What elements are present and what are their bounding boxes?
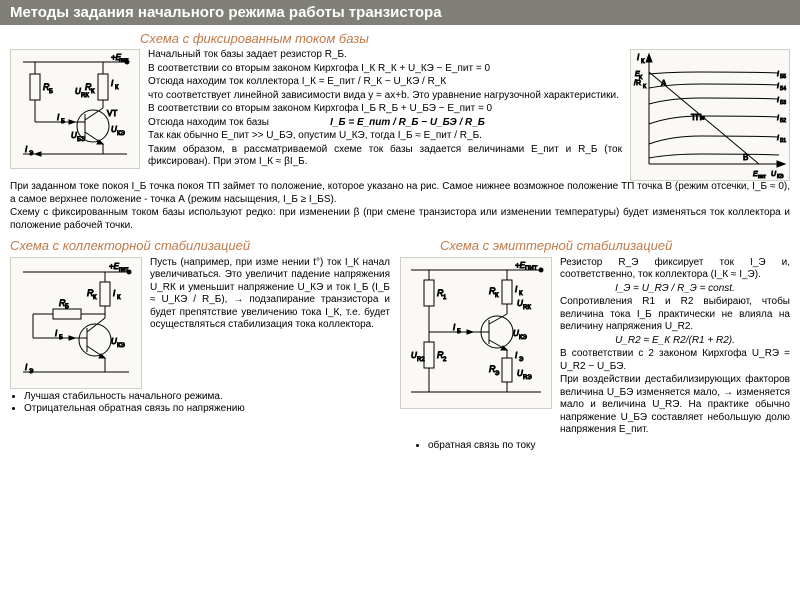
s3-p4: При воздействии дестабилизирующих фактор…	[560, 374, 790, 437]
svg-text:I: I	[777, 115, 779, 122]
s1-p8: Таким образом, в рассматриваемой схеме т…	[148, 144, 622, 169]
circuit-fixed-base: +Eпит RБ RК IК URК	[10, 49, 140, 169]
s1-after2: Схему с фиксированным током базы использ…	[10, 207, 790, 232]
svg-text:К: К	[641, 59, 645, 65]
s3-p3: В соответствии с 2 законом Кирхгофа U_RЭ…	[560, 348, 790, 373]
section1-text: Начальный ток базы задает резистор R_Б. …	[148, 49, 622, 181]
s3-eq1: I_Э = U_RЭ / R_Э = const.	[560, 283, 790, 296]
svg-text:A: A	[661, 79, 667, 88]
svg-text:Б5: Б5	[780, 74, 786, 80]
content: Схема с фиксированным током базы +Eпит R…	[0, 25, 800, 452]
svg-text:пит: пит	[119, 58, 129, 64]
section2-heading: Схема с коллекторной стабилизацией	[10, 238, 390, 254]
s3-eq2: U_R2 = E_К R2/(R1 + R2).	[560, 335, 790, 348]
svg-text:Б: Б	[65, 304, 69, 310]
page-title: Методы задания начального режима работы …	[0, 0, 800, 25]
svg-text:К: К	[115, 85, 119, 91]
svg-text:RК: RК	[81, 93, 89, 99]
svg-text:RК: RК	[523, 305, 531, 311]
svg-text:Б: Б	[59, 335, 63, 341]
section3-bullets: обратная связь по току	[428, 440, 790, 453]
s3-p2: Сопротивления R1 и R2 выбирают, чтобы ве…	[560, 296, 790, 334]
svg-text:Б: Б	[457, 329, 461, 335]
svg-text:/R: /R	[634, 80, 641, 87]
s1-p1: Начальный ток базы задает резистор R_Б.	[148, 49, 622, 62]
lower-columns: Схема с коллекторной стабилизацией +Eпит…	[10, 234, 790, 452]
s3-b1: обратная связь по току	[428, 440, 790, 453]
section1-heading: Схема с фиксированным током базы	[140, 31, 790, 47]
s1-p4: что соответствует линейной зависимости в…	[148, 90, 622, 103]
svg-text:Э: Э	[495, 371, 500, 377]
svg-text:R2: R2	[417, 357, 425, 363]
svg-text:КЭ: КЭ	[777, 174, 784, 180]
svg-text:КЭ: КЭ	[117, 343, 125, 349]
load-line-graph: IК EK/RK A ТП B Eпит UКЭ IБ5 IБ4 IБ3	[630, 49, 790, 181]
section2-bullets: Лучшая стабильность начального режима. О…	[24, 391, 390, 416]
svg-text:К: К	[117, 295, 121, 301]
svg-text:К: К	[91, 89, 95, 95]
svg-text:пит: пит	[119, 267, 129, 273]
svg-text:ПИТ: ПИТ	[525, 266, 538, 272]
svg-text:К: К	[519, 291, 523, 297]
svg-text:Б: Б	[61, 119, 65, 125]
svg-text:Э: Э	[29, 151, 34, 157]
svg-text:I: I	[777, 135, 779, 142]
svg-text:VT: VT	[107, 109, 117, 118]
section1-row: +Eпит RБ RК IК URК	[10, 49, 790, 181]
svg-text:КЭ: КЭ	[117, 131, 125, 137]
svg-text:B: B	[743, 153, 748, 162]
svg-text:К: К	[495, 293, 499, 299]
circuit-collector-stab: +Eпит RК IК RБ	[10, 257, 142, 389]
s2-body: Пусть (например, при изме нении t°) ток …	[150, 257, 390, 332]
svg-text:Б1: Б1	[780, 138, 786, 144]
s1-p6: Отсюда находим ток базы I_Б = E_пит / R_…	[148, 117, 622, 130]
s1-p5: В соответствии со вторым законом Кирхгоф…	[148, 103, 622, 116]
s1-p7: Так как обычно E_пит >> U_БЭ, опустим U_…	[148, 130, 622, 143]
svg-text:БЭ: БЭ	[77, 137, 86, 143]
svg-text:RЭ: RЭ	[523, 375, 532, 381]
svg-text:I: I	[777, 71, 779, 78]
svg-text:Б: Б	[49, 89, 53, 95]
svg-text:I: I	[777, 97, 779, 104]
section2: Схема с коллекторной стабилизацией +Eпит…	[10, 234, 390, 452]
s2-b1: Лучшая стабильность начального режима.	[24, 391, 390, 404]
svg-text:Б3: Б3	[780, 100, 786, 106]
svg-text:Э: Э	[29, 369, 34, 375]
svg-text:Б4: Б4	[780, 86, 786, 92]
s1-after1: При заданном токе покоя I_Б точка покоя …	[10, 181, 790, 206]
svg-text:I: I	[777, 83, 779, 90]
svg-text:Э: Э	[519, 357, 524, 363]
svg-text:К: К	[93, 295, 97, 301]
section3: Схема с эмиттерной стабилизацией +EПИТ R…	[400, 234, 790, 452]
svg-text:ТП: ТП	[691, 113, 702, 122]
s3-p1: Резистор R_Э фиксирует ток I_Э и, соотве…	[560, 257, 790, 282]
s1-p3: Отсюда находим ток коллектора I_К = E_пи…	[148, 76, 622, 89]
svg-text:Б2: Б2	[780, 118, 786, 124]
svg-text:пит: пит	[758, 174, 767, 180]
s2-b2: Отрицательная обратная связь по напряжен…	[24, 403, 390, 416]
section3-heading: Схема с эмиттерной стабилизацией	[440, 238, 790, 254]
circuit-emitter-stab: +EПИТ R1 UR2 R2	[400, 257, 552, 409]
s1-p2: В соответствии со вторым законом Кирхгоф…	[148, 63, 622, 76]
svg-text:КЭ: КЭ	[519, 335, 527, 341]
